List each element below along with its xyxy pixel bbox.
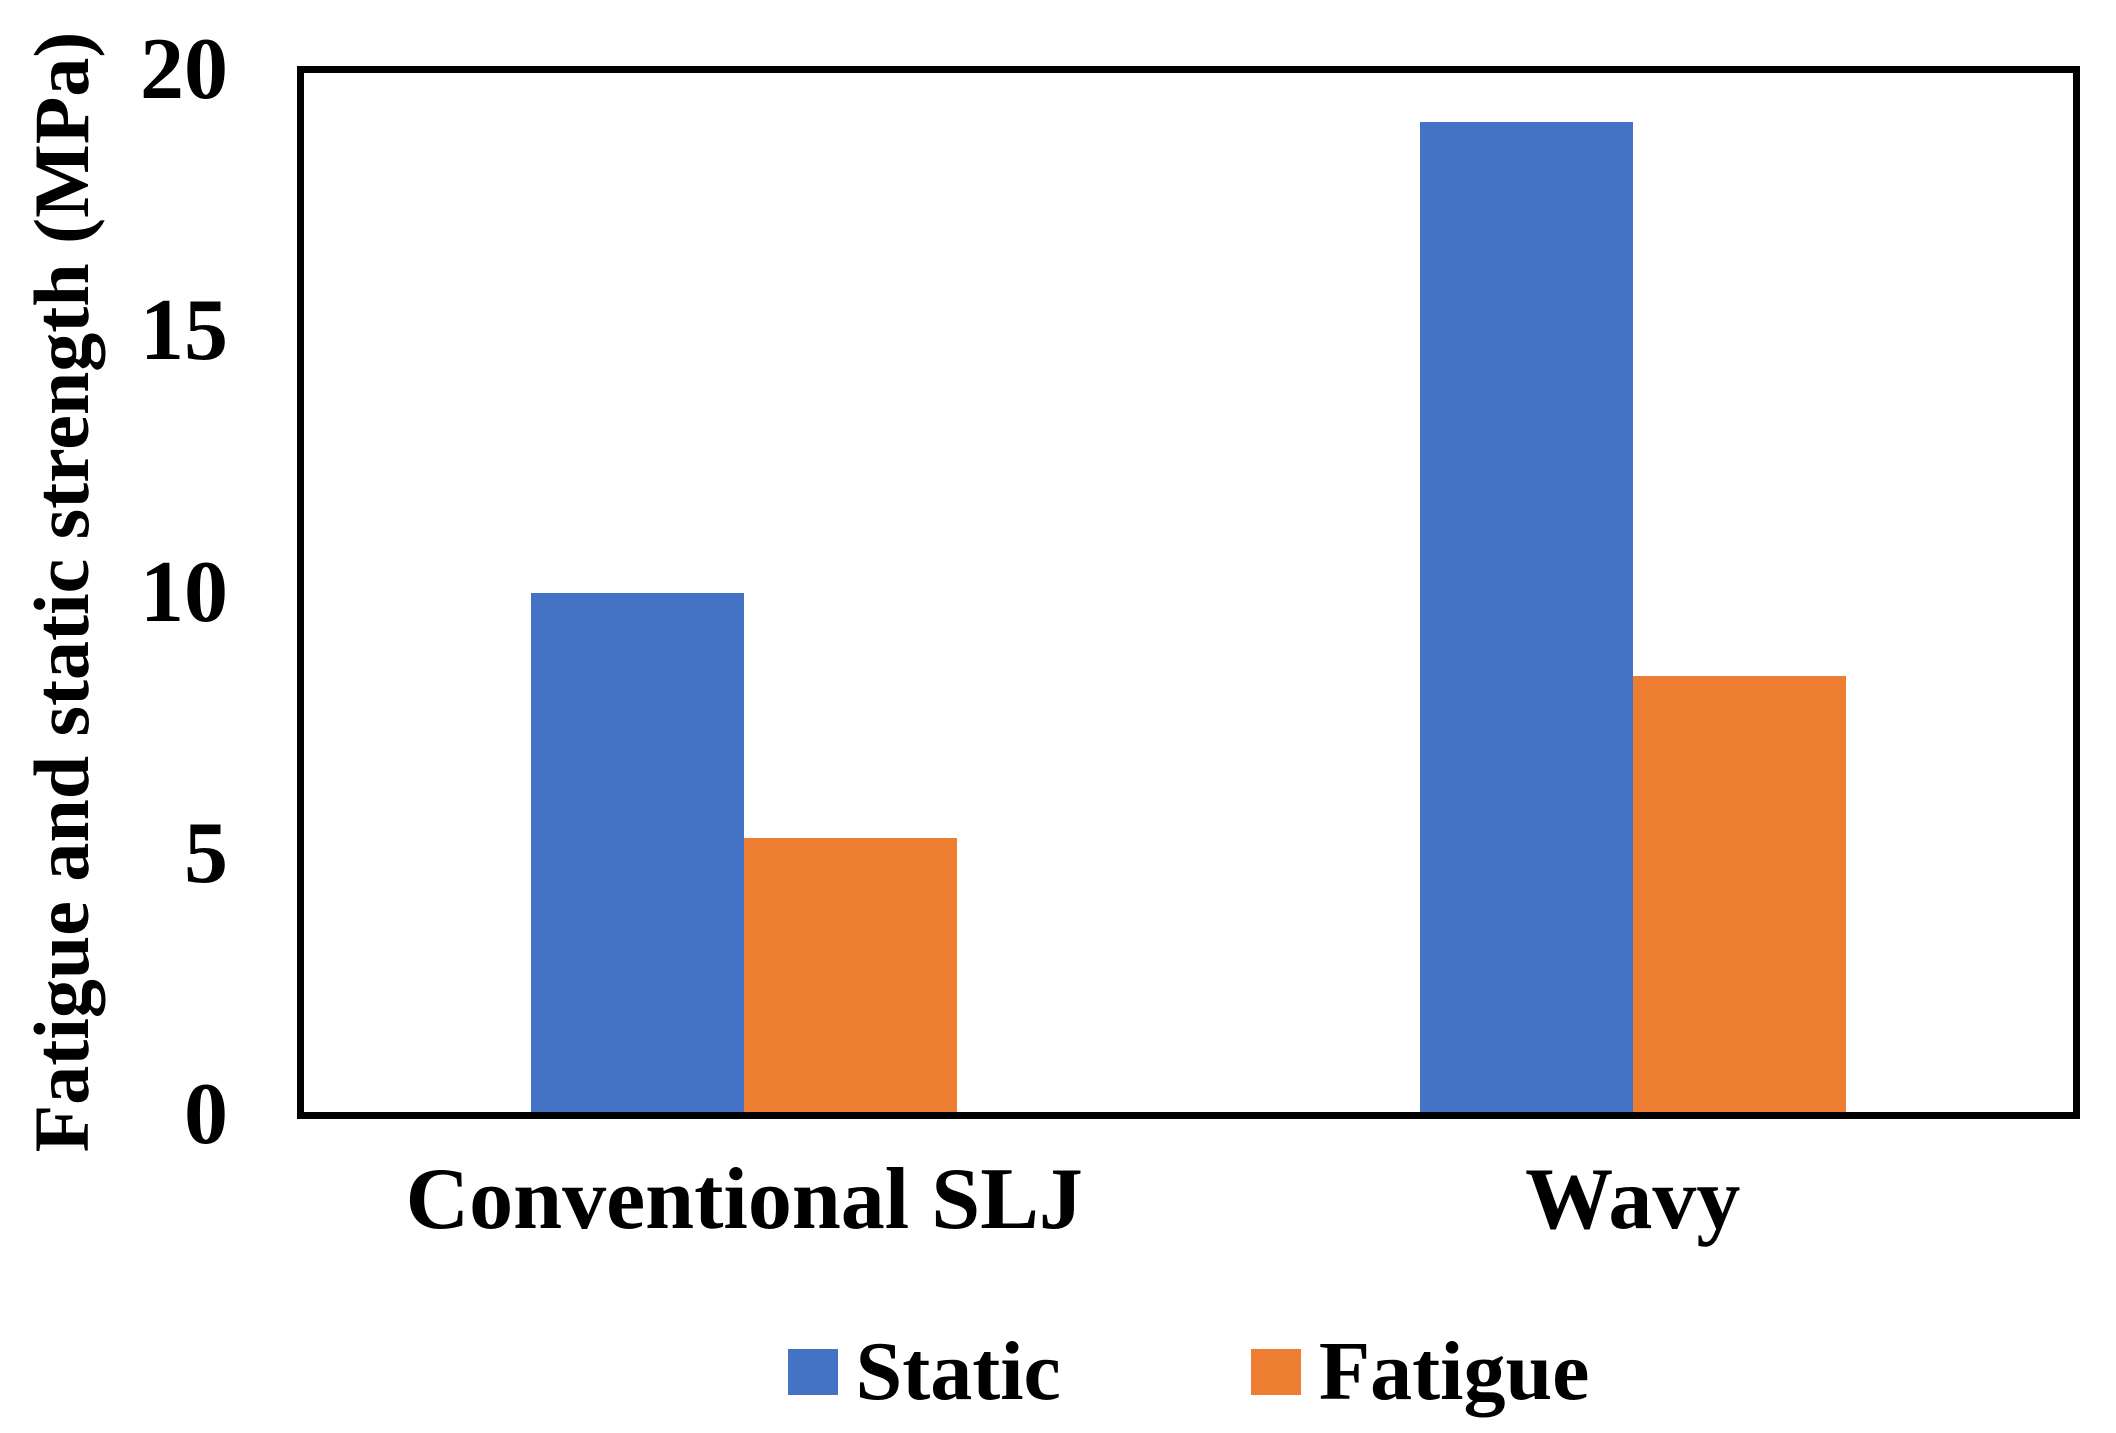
x-label-conventional-slj: Conventional SLJ: [405, 1151, 1083, 1248]
bar-fatigue-conventional-slj: [744, 838, 958, 1115]
legend-item-static: Static: [787, 1325, 1061, 1418]
y-tick-label-15: 15: [140, 282, 228, 380]
plot-area: [300, 70, 2077, 1115]
bar-static-conventional-slj: [531, 592, 745, 1115]
legend: Static Fatigue: [300, 1330, 2077, 1414]
y-tick-label-0: 0: [184, 1066, 228, 1163]
legend-label-fatigue: Fatigue: [1318, 1325, 1590, 1418]
legend-marker-static-icon: [787, 1349, 838, 1395]
legend-item-fatigue: Fatigue: [1250, 1325, 1590, 1418]
bar-static-wavy: [1419, 122, 1633, 1115]
legend-marker-fatigue-icon: [1250, 1349, 1301, 1395]
y-tick-label-5: 5: [184, 804, 228, 902]
y-tick-label-20: 20: [140, 21, 228, 118]
y-tick-label-10: 10: [140, 543, 228, 641]
x-label-wavy: Wavy: [1525, 1151, 1741, 1248]
legend-label-static: Static: [855, 1325, 1061, 1418]
bar-fatigue-wavy: [1632, 676, 1846, 1115]
